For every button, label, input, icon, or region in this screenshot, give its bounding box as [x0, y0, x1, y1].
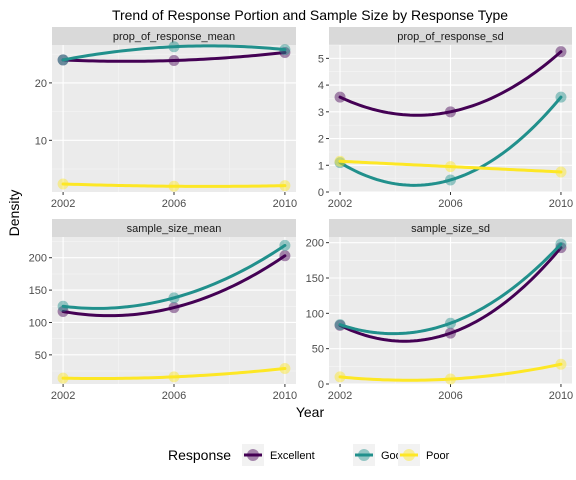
- x-tick-label: 2002: [51, 390, 75, 402]
- facet-strip: [52, 219, 296, 237]
- y-tick-label: 5: [318, 53, 324, 65]
- series-poor: [57, 362, 291, 384]
- legend: Response Excellent Good Poor: [168, 444, 450, 466]
- series-poor: [334, 358, 567, 385]
- y-tick-label: 10: [35, 135, 47, 147]
- x-tick-label: 2006: [438, 390, 462, 402]
- x-tick-label: 2010: [549, 390, 573, 402]
- facet-strip-label: sample_size_sd: [411, 223, 490, 235]
- y-tick-label: 1: [318, 160, 324, 172]
- x-tick-label: 2010: [273, 390, 297, 402]
- trend-line-excellent: [338, 246, 563, 343]
- facet-strip: [52, 27, 296, 45]
- y-tick-label: 4: [318, 80, 324, 92]
- x-tick-label: 2006: [438, 198, 462, 210]
- series-poor: [57, 178, 291, 192]
- x-tick-label: 2002: [51, 198, 75, 210]
- series-excellent: [334, 46, 567, 118]
- legend-entry-excellent: Excellent: [242, 444, 315, 466]
- series-good: [57, 41, 291, 66]
- facet-strip: [329, 219, 572, 237]
- y-tick-label: 100: [306, 308, 324, 320]
- x-axis-label: Year: [296, 404, 325, 420]
- trend-line-good: [61, 44, 287, 62]
- y-tick-label: 200: [29, 253, 47, 265]
- legend-entry-label: Poor: [426, 450, 450, 462]
- y-tick-label: 200: [306, 238, 324, 250]
- legend-entry-label: Excellent: [270, 450, 315, 462]
- x-tick-label: 2010: [273, 198, 297, 210]
- y-tick-label: 150: [306, 273, 324, 285]
- y-tick-label: 2: [318, 134, 324, 146]
- legend-title: Response: [168, 447, 231, 463]
- x-tick-label: 2006: [162, 198, 186, 210]
- trend-line-excellent: [338, 50, 563, 117]
- x-tick-label: 2002: [328, 390, 352, 402]
- y-tick-label: 20: [35, 78, 47, 90]
- x-tick-label: 2010: [549, 198, 573, 210]
- facet-strip-label: prop_of_response_mean: [113, 31, 235, 43]
- legend-entry-poor: Poor: [398, 444, 450, 466]
- series-good: [334, 238, 567, 336]
- chart-title: Trend of Response Portion and Sample Siz…: [112, 7, 508, 23]
- panel-prop-of-response-sd: prop_of_response_sd 0 1 2 3 4 5 2002 2006 2010: [318, 27, 573, 210]
- legend-key-point: [358, 449, 370, 461]
- trend-line-poor: [61, 182, 287, 188]
- panel-sample-size-mean: sample_size_mean 50 100 150 200 2002 2006 2010: [29, 219, 297, 402]
- y-tick-label: 0: [318, 379, 324, 391]
- y-tick-label: 100: [29, 317, 47, 329]
- facet-strip-label: sample_size_mean: [127, 223, 222, 235]
- y-tick-label: 50: [312, 344, 324, 356]
- trend-line-good: [338, 95, 563, 187]
- series-good: [57, 239, 291, 312]
- facet-strip: [329, 27, 572, 45]
- series-excellent: [57, 250, 291, 318]
- y-axis-label: Density: [6, 190, 22, 237]
- legend-key-point: [247, 449, 259, 461]
- x-tick-label: 2002: [328, 198, 352, 210]
- facet-strip-label: prop_of_response_sd: [397, 31, 503, 43]
- trend-line-excellent: [61, 254, 287, 318]
- trend-line-good: [61, 243, 287, 310]
- trend-line-good: [338, 242, 563, 336]
- y-tick-label: 150: [29, 285, 47, 297]
- y-tick-label: 50: [35, 350, 47, 362]
- y-tick-label: 0: [318, 187, 324, 199]
- panel-prop-of-response-mean: prop_of_response_mean 10 20 2002 2006 2010: [35, 27, 297, 210]
- legend-key-point: [403, 449, 415, 461]
- panel-sample-size-sd: sample_size_sd 0 50 100 150 200 2002 2006 2010: [306, 219, 573, 402]
- trend-line-poor: [61, 366, 287, 381]
- legend-keys: Excellent Good Poor: [242, 444, 450, 466]
- trend-line-excellent: [61, 50, 287, 63]
- x-tick-label: 2006: [162, 390, 186, 402]
- series-poor: [334, 155, 567, 178]
- y-tick-label: 3: [318, 107, 324, 119]
- trend-line-poor: [338, 362, 563, 382]
- trend-line-poor: [338, 159, 563, 174]
